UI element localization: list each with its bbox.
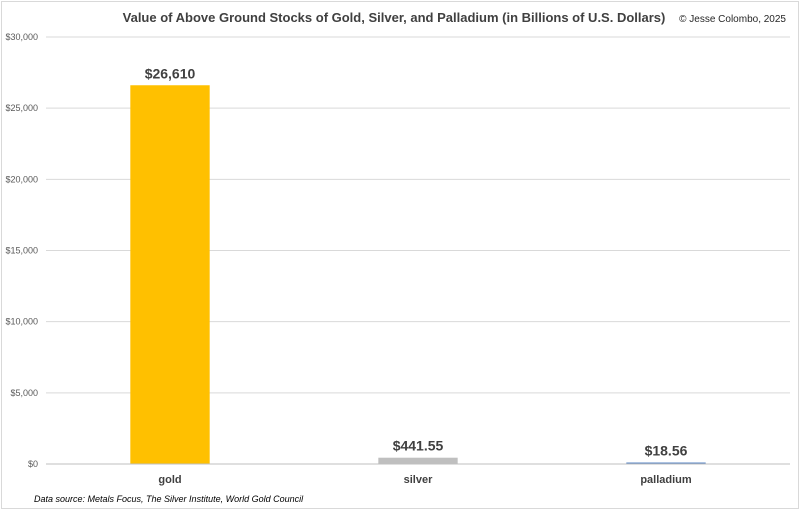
chart-credit: © Jesse Colombo, 2025 [679, 14, 786, 25]
bars [130, 85, 706, 464]
y-axis-ticks: $0 $5,000 $10,000 $15,000 $20,000 $25,000 $30,… [5, 32, 38, 469]
data-labels: $26,610 $441.55 $18.56 [145, 65, 688, 458]
data-label-silver: $441.55 [393, 438, 444, 454]
x-axis-ticks: gold silver palladium [158, 474, 691, 486]
x-tick-label-gold: gold [158, 474, 181, 486]
chart-title: Value of Above Ground Stocks of Gold, Si… [123, 10, 666, 25]
x-tick-label-palladium: palladium [640, 474, 692, 486]
bar-palladium [626, 462, 706, 464]
y-tick-label: $0 [28, 459, 38, 469]
y-tick-label: $20,000 [5, 174, 38, 184]
bar-gold [130, 85, 210, 464]
data-source-note: Data source: Metals Focus, The Silver In… [34, 494, 304, 504]
bar-silver [378, 457, 458, 464]
y-tick-label: $25,000 [5, 103, 38, 113]
x-tick-label-silver: silver [404, 474, 433, 486]
data-label-palladium: $18.56 [645, 443, 688, 459]
y-tick-label: $5,000 [10, 388, 38, 398]
y-tick-label: $30,000 [5, 32, 38, 42]
data-label-gold: $26,610 [145, 65, 196, 81]
y-tick-label: $10,000 [5, 317, 38, 327]
y-tick-label: $15,000 [5, 246, 38, 256]
